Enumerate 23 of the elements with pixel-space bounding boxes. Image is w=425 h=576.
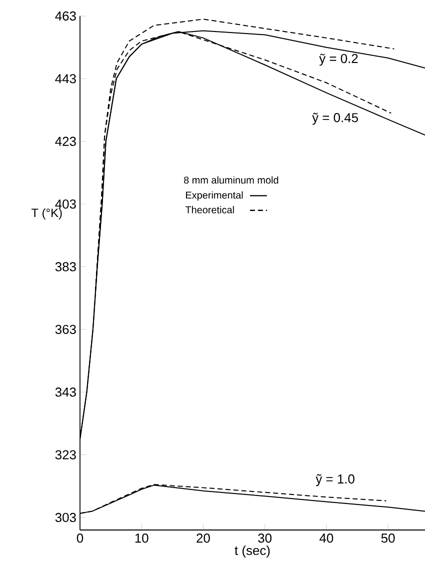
y-tick-label: 403 [55, 199, 76, 209]
legend-title: 8 mm aluminum mold [184, 176, 278, 184]
y-tick-label: 363 [55, 324, 76, 334]
x-tick-label: 40 [320, 534, 334, 543]
x-tick-label: 50 [381, 534, 395, 543]
x-tick-label: 0 [76, 534, 84, 543]
y-tick-label: 303 [55, 512, 76, 522]
x-axis-title: t (sec) [234, 546, 270, 558]
annotation: ỹ = 0.45 [312, 112, 358, 125]
y-tick-label: 423 [55, 136, 76, 146]
x-tick-label: 30 [258, 534, 272, 543]
annotation: ỹ = 1.0 [316, 474, 354, 486]
x-tick-label: 20 [196, 534, 210, 543]
y-tick-label: 383 [55, 262, 76, 272]
legend-label: Experimental [186, 191, 243, 201]
y-tick-label: 323 [55, 450, 76, 460]
annotation: ỹ = 0.2 [319, 54, 358, 66]
x-tick-label: 10 [135, 534, 148, 543]
legend-label: Theoretical [185, 206, 234, 214]
y-tick-label: 343 [55, 388, 76, 397]
y-axis-title: T (°K) [31, 208, 62, 220]
y-tick-label: 463 [55, 11, 76, 21]
y-tick-label: 443 [55, 74, 76, 84]
